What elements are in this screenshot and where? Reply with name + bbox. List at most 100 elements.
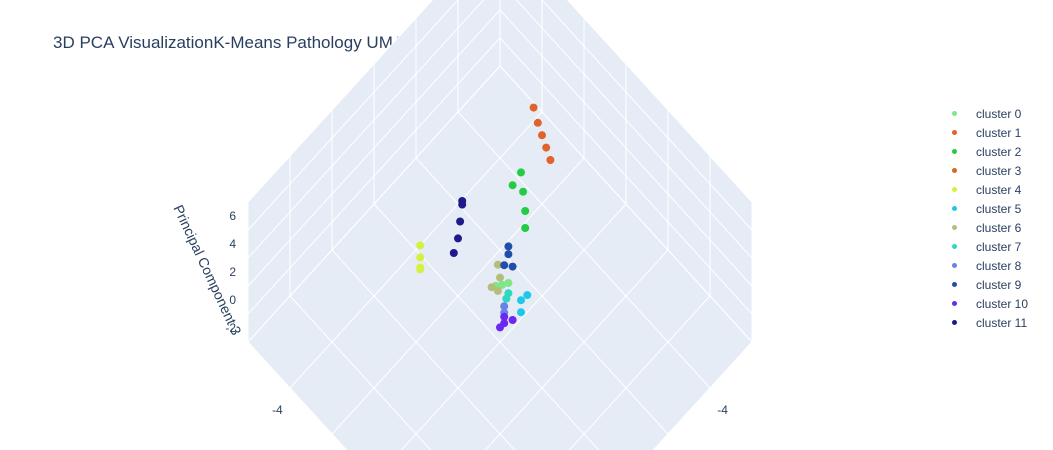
grid-line: [652, 341, 753, 450]
grid-line: [247, 37, 501, 315]
grid-line: [247, 0, 459, 231]
legend-marker-icon: [952, 244, 957, 249]
grid-line: [331, 249, 516, 450]
point-cluster-6: [496, 273, 504, 282]
point-cluster-2: [519, 187, 528, 196]
point-cluster-2: [521, 207, 530, 215]
legend-label: cluster 1: [976, 125, 1022, 140]
y-tick-label: -4: [717, 403, 728, 417]
point-cluster-8: [500, 302, 509, 311]
legend-marker-icon: [952, 149, 957, 154]
chart-title: 3D PCA VisualizationK-Means Pathology UM…: [53, 33, 416, 52]
legend-marker-icon: [952, 263, 957, 268]
point-cluster-6: [487, 283, 496, 292]
legend-label: cluster 10: [976, 296, 1029, 311]
grid-line: [566, 0, 753, 203]
legend-label: cluster 5: [976, 201, 1022, 216]
grid-line: [247, 0, 434, 203]
legend-item-cluster-4[interactable]: cluster 4: [944, 180, 1028, 199]
y-tick-label: -2: [675, 449, 686, 450]
point-cluster-11: [456, 217, 465, 226]
z-tick-label: 4: [229, 237, 236, 251]
legend-marker-icon: [952, 282, 957, 287]
grid-line: [247, 341, 348, 450]
z-tick-label: 6: [229, 209, 236, 223]
legend-label: cluster 3: [976, 163, 1022, 178]
grid-line: [499, 65, 753, 343]
point-cluster-1: [546, 156, 555, 164]
legend-label: cluster 6: [976, 220, 1022, 235]
point-cluster-9: [508, 262, 517, 271]
point-cluster-5: [517, 308, 525, 317]
legend-marker-icon: [952, 130, 957, 135]
point-cluster-5: [517, 296, 525, 305]
legend-item-cluster-8[interactable]: cluster 8: [944, 256, 1028, 275]
point-cluster-11: [458, 197, 467, 205]
x-tick-label: -2: [314, 449, 325, 450]
point-cluster-6: [493, 260, 502, 269]
point-cluster-0: [504, 279, 513, 287]
point-cluster-2: [508, 181, 517, 190]
grid-line: [515, 0, 753, 259]
legend-label: cluster 0: [976, 106, 1022, 121]
legend-label: cluster 4: [976, 182, 1022, 197]
legend-label: cluster 2: [976, 144, 1022, 159]
grid-line: [541, 0, 753, 231]
legend-item-cluster-2[interactable]: cluster 2: [944, 142, 1028, 161]
legend-item-cluster-11[interactable]: cluster 11: [944, 313, 1028, 332]
point-cluster-11: [449, 249, 458, 257]
point-cluster-0: [498, 280, 507, 289]
legend-marker-icon: [952, 111, 957, 116]
grid-line: [289, 295, 432, 450]
legend: cluster 0 cluster 1 cluster 2 cluster 3 clus…: [944, 104, 1028, 332]
legend-item-cluster-5[interactable]: cluster 5: [944, 199, 1028, 218]
point-cluster-1: [538, 131, 546, 140]
legend-label: cluster 9: [976, 277, 1022, 292]
legend-item-cluster-6[interactable]: cluster 6: [944, 218, 1028, 237]
legend-marker-icon: [952, 187, 957, 192]
point-cluster-10: [508, 316, 517, 324]
legend-label: cluster 8: [976, 258, 1022, 273]
point-cluster-10: [500, 312, 509, 321]
point-cluster-4: [416, 253, 425, 262]
z-tick-label: 0: [229, 293, 236, 307]
point-cluster-2: [521, 224, 530, 232]
grid-line: [499, 37, 753, 315]
grid-line: [499, 9, 753, 287]
point-cluster-9: [504, 250, 513, 259]
scene-grid: [247, 0, 753, 450]
grid-line: [247, 65, 501, 343]
point-cluster-10: [496, 323, 504, 332]
point-cluster-1: [542, 143, 551, 152]
legend-label: cluster 7: [976, 239, 1022, 254]
z-tick-label: 2: [229, 265, 236, 279]
legend-item-cluster-0[interactable]: cluster 0: [944, 104, 1028, 123]
point-cluster-4: [416, 263, 425, 272]
point-cluster-9: [504, 242, 513, 251]
point-cluster-11: [454, 234, 462, 243]
grid-line: [247, 0, 485, 259]
x-tick-label: -4: [272, 403, 283, 417]
legend-marker-icon: [952, 206, 957, 211]
legend-item-cluster-1[interactable]: cluster 1: [944, 123, 1028, 142]
point-cluster-9: [500, 261, 509, 270]
legend-item-cluster-3[interactable]: cluster 3: [944, 161, 1028, 180]
z-tick-label: -2: [225, 321, 236, 335]
legend-item-cluster-9[interactable]: cluster 9: [944, 275, 1028, 294]
point-cluster-7: [502, 294, 511, 303]
legend-marker-icon: [952, 320, 957, 325]
point-cluster-5: [523, 291, 532, 300]
point-cluster-2: [517, 168, 525, 177]
floor-plane: [248, 66, 752, 450]
scene-walls: [248, 0, 752, 450]
legend-marker-icon: [952, 301, 957, 306]
grid-line: [568, 295, 711, 450]
point-cluster-6: [493, 286, 502, 295]
legend-item-cluster-7[interactable]: cluster 7: [944, 237, 1028, 256]
point-cluster-1: [529, 103, 538, 112]
point-cluster-4: [416, 241, 425, 250]
scene-points: [416, 103, 555, 332]
legend-item-cluster-10[interactable]: cluster 10: [944, 294, 1028, 313]
